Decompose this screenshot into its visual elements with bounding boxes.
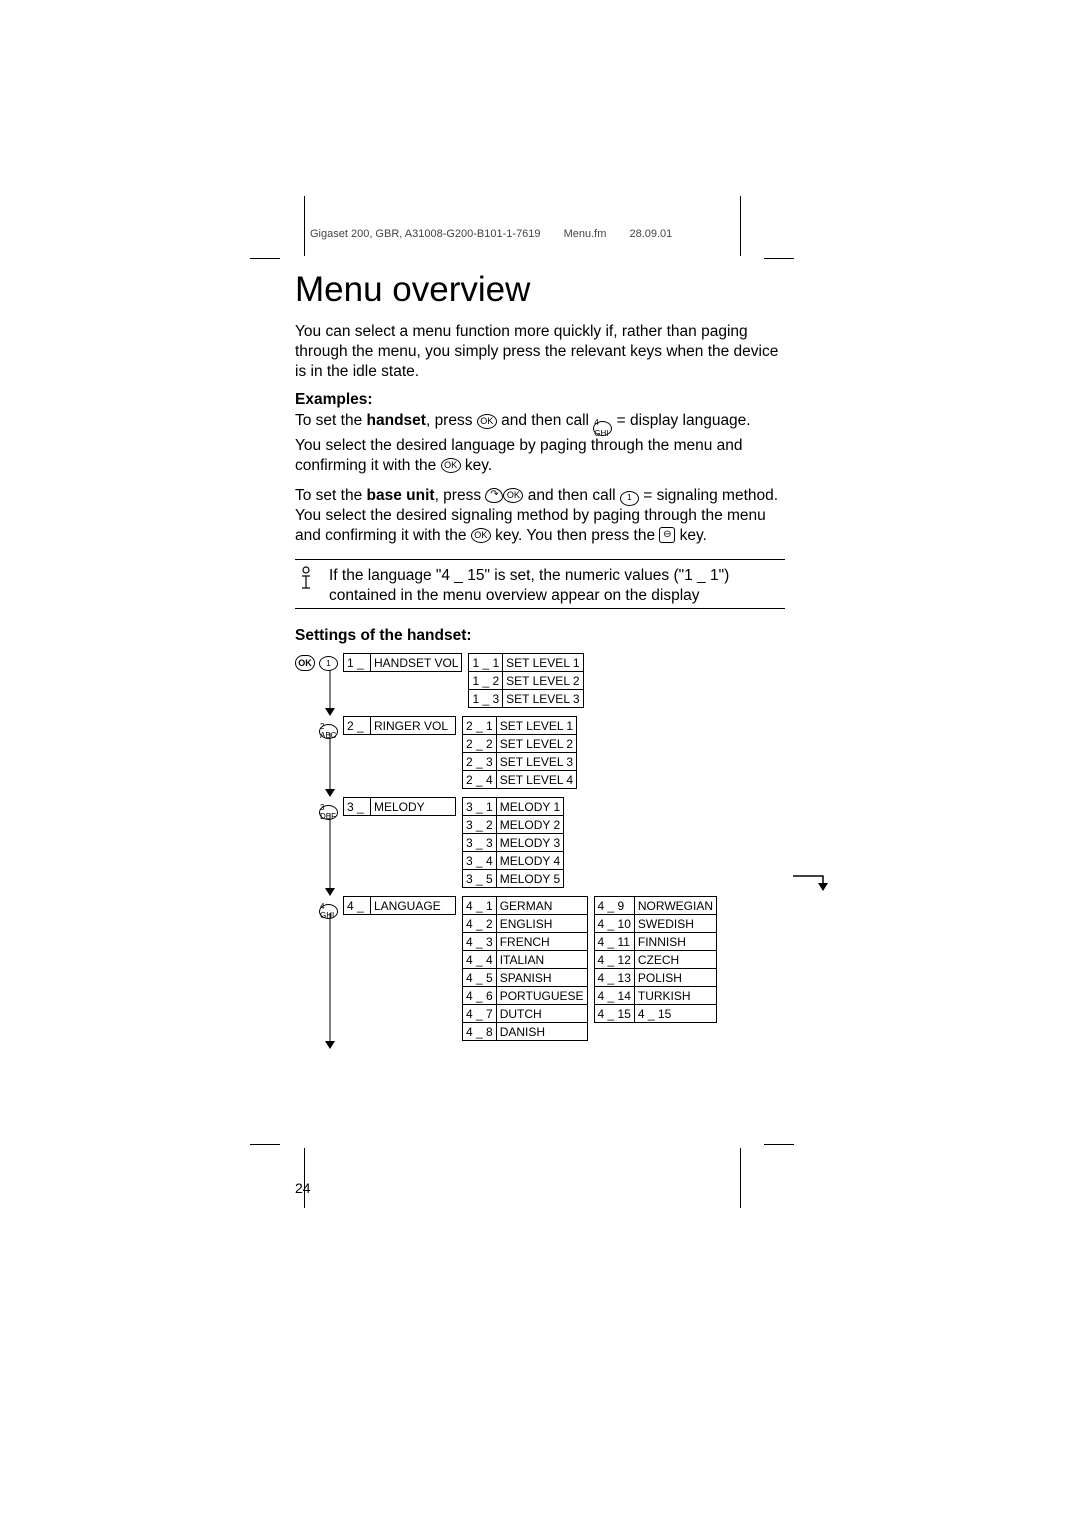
menu-4-items-b: 4 _ 9NORWEGIAN 4 _ 10SWEDISH 4 _ 11FINNI… <box>594 896 718 1023</box>
menu-3-header: 3 _ MELODY <box>343 797 456 816</box>
ok-key-icon: OK <box>295 655 315 671</box>
crop-mark <box>764 1144 794 1145</box>
key-4-icon: 4 GHI <box>593 421 612 436</box>
info-icon <box>295 566 317 596</box>
note-text: If the language "4 _ 15" is set, the num… <box>317 566 785 606</box>
down-arrow-icon <box>321 670 339 716</box>
key-1-icon: 1 <box>620 491 639 506</box>
down-arrow-icon <box>321 814 339 896</box>
menu-4-items-a: 4 _ 1GERMAN 4 _ 2ENGLISH 4 _ 3FRENCH 4 _… <box>462 896 588 1041</box>
ok-key-icon: OK <box>471 528 491 543</box>
menu-2-items: 2 _ 1SET LEVEL 1 2 _ 2SET LEVEL 2 2 _ 3S… <box>462 716 577 789</box>
note-box: If the language "4 _ 15" is set, the num… <box>295 560 785 609</box>
doc-header: Gigaset 200, GBR, A31008-G200-B101-1-761… <box>310 228 692 240</box>
crop-mark <box>740 196 741 256</box>
base-paragraph: To set the base unit, press ↷OK and then… <box>295 486 785 545</box>
handset-paragraph: To set the handset, press OK and then ca… <box>295 411 785 475</box>
settings-label: Settings of the handset: <box>295 627 785 645</box>
page-number: 24 <box>295 1180 311 1196</box>
ok-key-icon: OK <box>503 488 523 503</box>
key-1-icon: 1 <box>319 656 338 671</box>
crop-mark <box>304 196 305 256</box>
doc-id: Gigaset 200, GBR, A31008-G200-B101-1-761… <box>310 228 541 240</box>
ok-key-icon: OK <box>441 458 461 473</box>
doc-file: Menu.fm <box>564 228 607 240</box>
menu-4-header: 4 _ LANGUAGE <box>343 896 456 915</box>
menu-1-header: 1 _ HANDSET VOL <box>343 653 462 672</box>
doc-date: 28.09.01 <box>629 228 672 240</box>
menu-tree: OK 1 1 _ HANDSET VOL 1 _ 1SET LEVEL 1 1 … <box>295 653 785 1049</box>
menu-2-header: 2 _ RINGER VOL <box>343 716 456 735</box>
hook-key-icon: ↷ <box>485 488 503 503</box>
menu-3-items: 3 _ 1MELODY 1 3 _ 2MELODY 2 3 _ 3MELODY … <box>462 797 564 888</box>
crop-mark <box>740 1148 741 1208</box>
end-key-icon: ⊖ <box>659 527 675 543</box>
right-arrow-icon <box>793 874 843 892</box>
crop-mark <box>250 1144 280 1145</box>
crop-mark <box>764 258 794 259</box>
down-arrow-icon <box>321 733 339 797</box>
examples-label: Examples: <box>295 391 785 409</box>
menu-1-items: 1 _ 1SET LEVEL 1 1 _ 2SET LEVEL 2 1 _ 3S… <box>468 653 583 708</box>
page-title: Menu overview <box>295 270 785 310</box>
crop-mark <box>250 258 280 259</box>
ok-key-icon: OK <box>477 414 497 429</box>
crop-mark <box>304 1148 305 1208</box>
down-arrow-icon <box>321 913 339 1049</box>
intro-text: You can select a menu function more quic… <box>295 322 785 381</box>
